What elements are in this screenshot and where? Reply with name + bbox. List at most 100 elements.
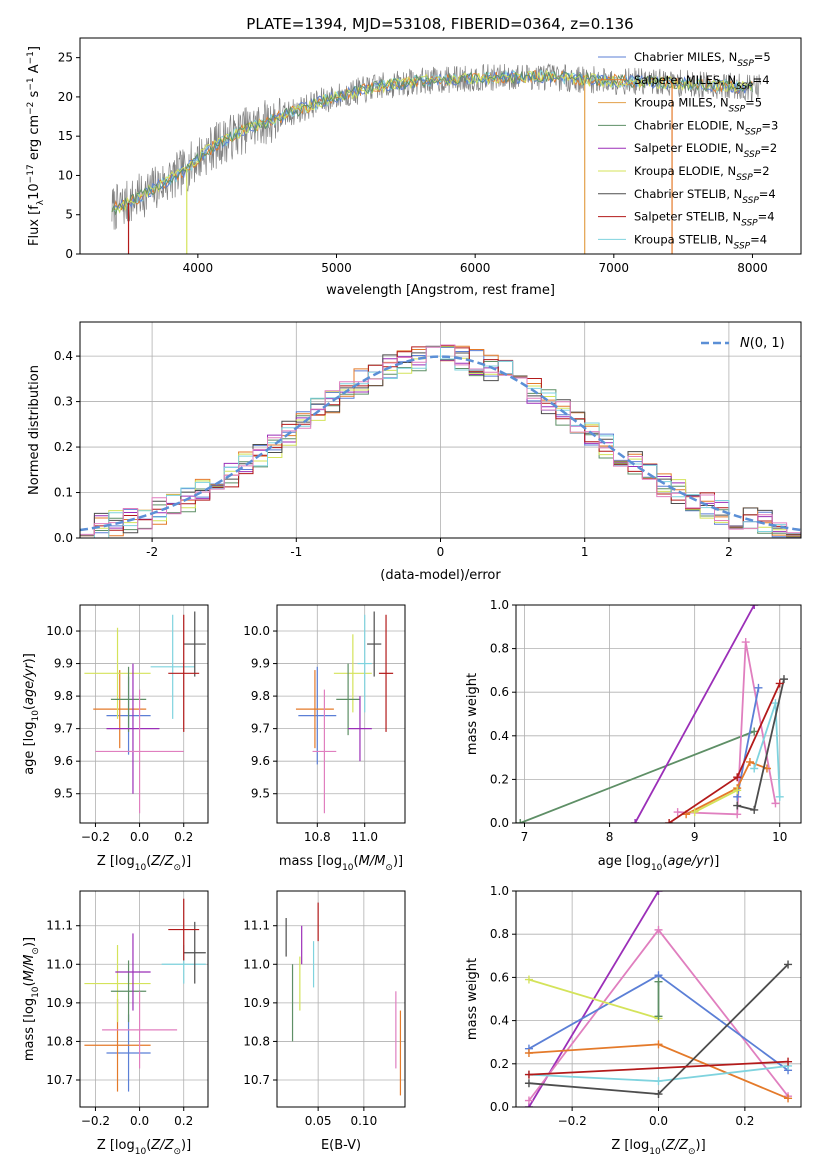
legend-label: Kroupa MILES, NSSP=5 (634, 96, 762, 115)
axes-frame: 10.8 11.0 9.5 9.6 9.7 9.8 9.9 10.0 mass [log10(M… (243, 604, 406, 873)
axes-border (276, 604, 406, 824)
axes-border (276, 890, 406, 1108)
y-tick-label: 20 (58, 90, 73, 104)
series-marker (750, 727, 759, 736)
y-tick-label: 0.1 (54, 486, 73, 500)
y-tick-label: 9.7 (54, 722, 73, 736)
y-tick-label: 9.7 (251, 722, 270, 736)
panel-mass_vs_ebv: 0.05 0.10 10.7 10.8 10.9 11.0 11.1 E(B-V) (243, 890, 406, 1153)
legend-label: Chabrier MILES, NSSP=5 (634, 50, 771, 69)
legend-label: Kroupa STELIB, NSSP=4 (634, 232, 767, 251)
plot-area (84, 611, 206, 814)
series-marker (733, 773, 742, 782)
series-marker (771, 799, 780, 808)
plot-area (111, 62, 762, 254)
axes-frame: 4000 5000 6000 7000 8000 0 5 10 15 20 25 wavelength… (26, 37, 802, 298)
x-tick-label: −0.2 (81, 830, 110, 844)
series-marker (524, 1079, 533, 1088)
y-tick-label: 0.0 (490, 816, 509, 830)
series-marker (665, 819, 674, 823)
x-tick-label: 0.2 (735, 1114, 754, 1128)
y-tick-label: 9.6 (54, 754, 73, 768)
y-tick-label: 10.9 (46, 996, 73, 1010)
plot-area (516, 605, 788, 823)
spectrum-data-line (111, 62, 762, 231)
plot-area (84, 898, 206, 1092)
series-marker (654, 977, 663, 986)
legend-label: Kroupa ELODIE, NSSP=2 (634, 164, 770, 183)
series-marker (654, 925, 663, 934)
axes-frame: −0.2 0.0 0.2 10.7 10.8 10.9 11.0 11.1 Z [log10(Z… (22, 890, 209, 1157)
x-axis-label: (data-model)/error (380, 568, 501, 583)
y-tick-label: 11.1 (46, 919, 73, 933)
x-tick-label: 7000 (599, 261, 630, 275)
x-tick-label: 2 (725, 545, 733, 559)
x-axis-label: wavelength [Angstrom, rest frame] (326, 283, 555, 298)
y-tick-label: 0.4 (54, 349, 73, 363)
series-marker (733, 810, 742, 819)
y-tick-label: 11.0 (46, 957, 73, 971)
y-tick-label: 10.0 (243, 624, 270, 638)
y-tick-label: 9.8 (54, 689, 73, 703)
axes-frame: -2 -1 0 1 2 0.0 0.1 0.2 0.3 0.4 (data-model)/error… (27, 321, 802, 583)
series-line (694, 789, 738, 813)
y-tick-label: 25 (58, 51, 73, 65)
y-axis-label: Flux [fλ10−17 erg cm−2 s−1 A−1] (26, 46, 46, 246)
series-marker (654, 1090, 663, 1099)
series-line (677, 641, 777, 816)
x-axis-label: Z [log10(Z/Z⊙)] (97, 854, 191, 873)
axes-frame: 0.05 0.10 10.7 10.8 10.9 11.0 11.1 E(B-V) (243, 890, 406, 1153)
panel-age_vs_Z: −0.2 0.0 0.2 9.5 9.6 9.7 9.8 9.9 10.0 Z [log10(Z/… (22, 604, 209, 873)
series-marker (524, 1070, 533, 1079)
series-marker (524, 1096, 533, 1105)
y-axis-label: age [log10(age/yr)] (22, 653, 41, 775)
x-tick-label: 0.05 (305, 1114, 332, 1128)
series-marker (750, 605, 759, 609)
x-tick-label: −0.2 (81, 1114, 110, 1128)
y-tick-label: 0 (65, 247, 73, 261)
x-tick-label: 8000 (737, 261, 768, 275)
y-tick-label: 0.0 (54, 531, 73, 545)
gaussian-curve (80, 355, 801, 532)
panel-age_vs_mass: 10.8 11.0 9.5 9.6 9.7 9.8 9.9 10.0 mass [log10(M… (243, 604, 406, 873)
y-tick-label: 0.2 (490, 772, 509, 786)
series-line (528, 978, 659, 1020)
legend-label: Chabrier ELODIE, NSSP=3 (634, 118, 778, 137)
figure-title: PLATE=1394, MJD=53108, FIBERID=0364, z=0… (246, 15, 633, 33)
y-tick-label: 9.9 (54, 657, 73, 671)
y-tick-label: 1.0 (490, 598, 509, 612)
series-marker (784, 1057, 793, 1066)
y-tick-label: 0.3 (54, 395, 73, 409)
y-tick-label: 1.0 (490, 884, 509, 898)
series-marker (750, 805, 759, 814)
y-tick-label: 10 (58, 168, 73, 182)
y-tick-label: 15 (58, 129, 73, 143)
x-tick-label: 0.10 (350, 1114, 377, 1128)
axes-border (515, 604, 802, 824)
panel-mass_weight_vs_Z: −0.2 0.0 0.2 0.0 0.2 0.4 0.6 0.8 1.0 Z [log10(Z/Z… (465, 884, 802, 1157)
x-tick-label: 0 (437, 545, 445, 559)
series-marker (733, 801, 742, 810)
x-tick-label: 0.0 (649, 1114, 668, 1128)
x-axis-label: Z [log10(Z/Z⊙)] (611, 1138, 705, 1157)
series-line (685, 760, 768, 816)
x-tick-label: 9 (691, 830, 699, 844)
series-line (668, 683, 781, 823)
series-line (519, 730, 755, 823)
series-marker (750, 764, 759, 773)
panel-mass_weight_vs_age: 7 8 9 10 0.0 0.2 0.4 0.6 0.8 1.0 age [log10(age/yr… (465, 598, 802, 873)
y-tick-label: 9.6 (251, 754, 270, 768)
legend-label: Salpeter STELIB, NSSP=4 (634, 210, 775, 229)
series-marker (733, 786, 742, 795)
x-tick-label: 10.8 (304, 830, 331, 844)
y-tick-label: 0.6 (490, 970, 509, 984)
series-marker (524, 1049, 533, 1057)
x-tick-label: 5000 (321, 261, 352, 275)
x-axis-label: Z [log10(Z/Z⊙)] (97, 1138, 191, 1157)
x-tick-label: 0.0 (130, 830, 149, 844)
series-marker (654, 1077, 663, 1086)
x-axis-label: mass [log10(M/M⊙)] (279, 854, 403, 873)
series-line (736, 687, 760, 797)
y-tick-label: 5 (65, 208, 73, 222)
